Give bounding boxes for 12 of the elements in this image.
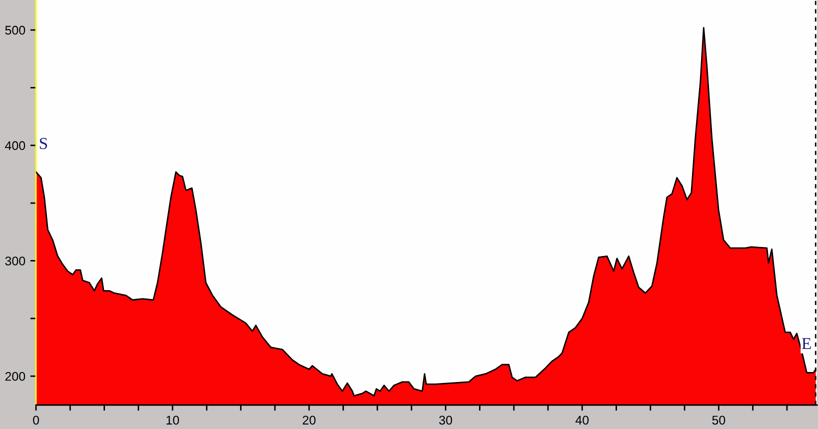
x-tick-label: 10: [166, 416, 179, 425]
y-tick-label: 200: [5, 372, 26, 381]
x-tick-label: 0: [33, 416, 39, 425]
x-tick-label: 30: [439, 416, 452, 425]
annotation: S: [40, 138, 48, 150]
y-tick-label: 500: [5, 26, 26, 35]
x-tick-label: 20: [302, 416, 316, 425]
x-tick-label: 40: [575, 416, 589, 425]
x-tick-label: 50: [712, 416, 726, 425]
y-tick-label: 400: [5, 141, 26, 150]
y-tick-label: 300: [5, 256, 26, 266]
annotation: E: [802, 338, 811, 350]
